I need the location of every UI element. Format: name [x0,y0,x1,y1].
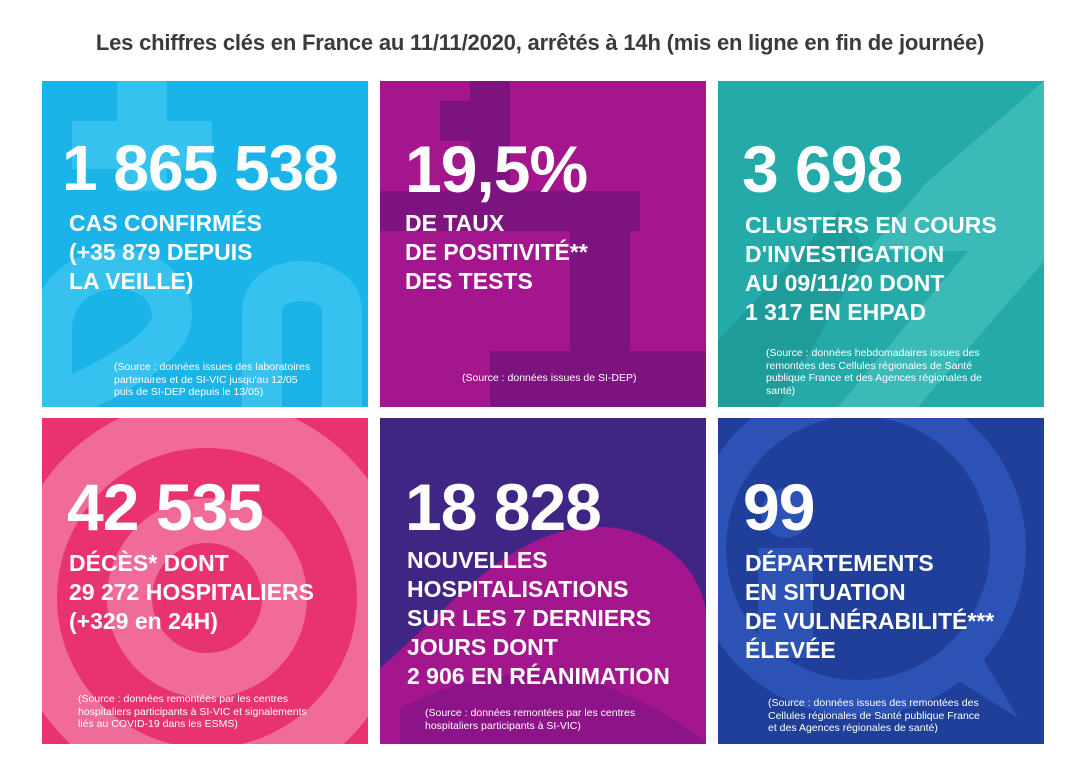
page-title: Les chiffres clés en France au 11/11/202… [95,30,985,55]
tile-departments: 99 DÉPARTEMENTS EN SITUATION DE VULNÉRAB… [718,418,1044,744]
plus-two-decoration [42,81,362,407]
tile-hospitalisations: 18 828 NOUVELLES HOSPITALISATIONS SUR LE… [380,418,706,744]
wave-decoration [380,526,706,744]
confirmed-cases-label: CAS CONFIRMÉS (+35 879 DEPUIS LA VEILLE) [69,210,262,294]
confirmed-cases-figure: 1 865 538 [62,132,339,204]
hospitalisations-label: NOUVELLES HOSPITALISATIONS SUR LES 7 DER… [407,547,670,689]
clusters-figure: 3 698 [742,132,903,206]
clusters-source: (Source : données hebdomadaires issues d… [766,347,982,397]
departments-source: (Source : données issues des remontées d… [768,697,980,734]
departments-figure: 99 [743,470,815,544]
plus-decoration [380,81,706,407]
tile-clusters: 3 698 CLUSTERS EN COURS D'INVESTIGATION … [718,81,1044,407]
tile-deaths: 42 535 DÉCÈS* DONT 29 272 HOSPITALIERS (… [42,418,368,744]
clusters-label: CLUSTERS EN COURS D'INVESTIGATION AU 09/… [745,212,997,325]
deaths-source: (Source : données remontées par les cent… [78,693,307,730]
hospitalisations-source: (Source : données remontées par les cent… [425,707,636,732]
target-decoration [42,418,368,744]
info-bubble-decoration [718,418,1026,718]
tile-confirmed-cases: 1 865 538 CAS CONFIRMÉS (+35 879 DEPUIS … [42,81,368,407]
positivity-figure: 19,5% [405,132,588,206]
arrow-decoration [718,81,1044,407]
tile-positivity: 19,5% DE TAUX DE POSITIVITÉ** DES TESTS … [380,81,706,407]
positivity-source: (Source : données issues de SI-DEP) [462,372,637,384]
positivity-label: DE TAUX DE POSITIVITÉ** DES TESTS [405,210,588,294]
deaths-label: DÉCÈS* DONT 29 272 HOSPITALIERS (+329 en… [69,550,314,634]
confirmed-cases-source: (Source : données issues des laboratoire… [114,361,311,398]
deaths-figure: 42 535 [67,470,264,544]
departments-label: DÉPARTEMENTS EN SITUATION DE VULNÉRABILI… [745,550,995,663]
hospitalisations-figure: 18 828 [405,470,602,544]
